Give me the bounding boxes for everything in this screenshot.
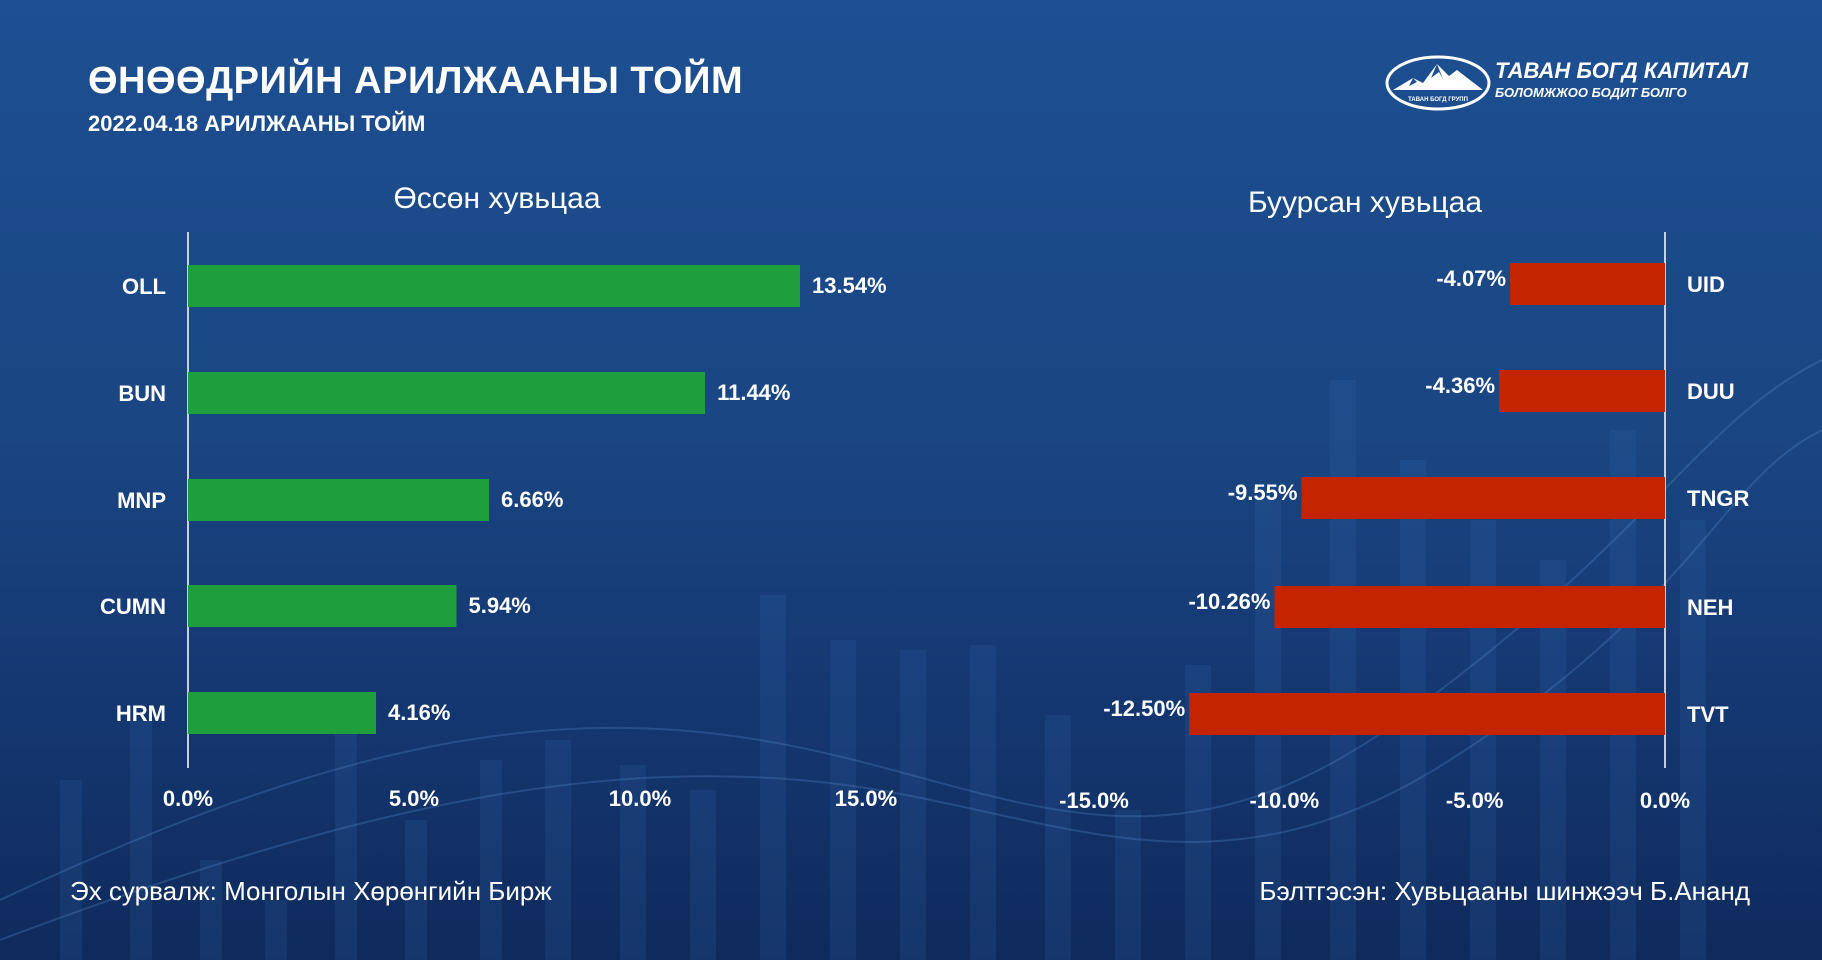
source-note: Эх сурвалж: Монголын Хөрөнгийн Бирж	[70, 876, 552, 906]
bar-cumn	[188, 585, 457, 627]
mountain-logo-icon: ТАВАН БОГД ГРУПП	[1385, 55, 1491, 111]
logo-tagline: БОЛОМЖЖОО БОДИТ БОЛГО	[1495, 85, 1687, 100]
x-tick-label: 0.0%	[163, 786, 213, 811]
page-title: ӨНӨӨДРИЙН АРИЛЖААНЫ ТОЙМ	[88, 60, 744, 102]
category-label: TVT	[1687, 702, 1729, 727]
x-tick-label: -10.0%	[1249, 788, 1319, 813]
x-tick-label: 15.0%	[835, 786, 897, 811]
bar-oll	[188, 265, 801, 307]
category-label: DUU	[1687, 379, 1735, 404]
category-label: BUN	[118, 381, 166, 406]
bar-neh	[1274, 586, 1665, 628]
data-label: -4.07%	[1436, 266, 1506, 291]
data-label: 13.54%	[812, 273, 887, 298]
bar-uid	[1510, 263, 1665, 305]
bar-bun	[188, 372, 706, 414]
logo-mark-text: ТАВАН БОГД ГРУПП	[1408, 97, 1468, 103]
bar-tngr	[1301, 477, 1665, 519]
prepared-by-note: Бэлтгэсэн: Хувьцааны шинжээч Б.Ананд	[1259, 876, 1750, 906]
category-label: HRM	[116, 701, 166, 726]
chart-title-1: Буурсан хувьцаа	[1248, 186, 1482, 219]
company-logo: ТАВАН БОГД ГРУПП ТАВАН БОГД КАПИТАЛ БОЛО…	[1385, 52, 1749, 114]
x-tick-label: 5.0%	[389, 786, 439, 811]
data-label: -9.55%	[1228, 480, 1298, 505]
data-label: 6.66%	[501, 487, 563, 512]
bar-duu	[1499, 370, 1665, 412]
page-subtitle: 2022.04.18 АРИЛЖААНЫ ТОЙМ	[88, 111, 426, 136]
data-label: 11.44%	[717, 380, 790, 405]
bar-mnp	[188, 479, 490, 521]
logo-name: ТАВАН БОГД КАПИТАЛ	[1495, 58, 1749, 83]
x-tick-label: -5.0%	[1446, 788, 1503, 813]
category-label: NEH	[1687, 595, 1733, 620]
data-label: -4.36%	[1425, 373, 1495, 398]
chart-title-0: Өссөн хувьцаа	[393, 182, 600, 215]
x-tick-label: 0.0%	[1640, 788, 1690, 813]
x-tick-label: -15.0%	[1059, 788, 1129, 813]
category-label: MNP	[117, 488, 166, 513]
bar-hrm	[188, 692, 377, 734]
data-label: -10.26%	[1188, 589, 1270, 614]
bar-tvt	[1189, 693, 1665, 735]
category-label: OLL	[122, 274, 166, 299]
data-label: 5.94%	[468, 593, 530, 618]
data-label: 4.16%	[388, 700, 450, 725]
data-label: -12.50%	[1103, 696, 1185, 721]
x-tick-label: 10.0%	[609, 786, 671, 811]
category-label: CUMN	[100, 594, 166, 619]
category-label: TNGR	[1687, 486, 1749, 511]
category-label: UID	[1687, 272, 1725, 297]
